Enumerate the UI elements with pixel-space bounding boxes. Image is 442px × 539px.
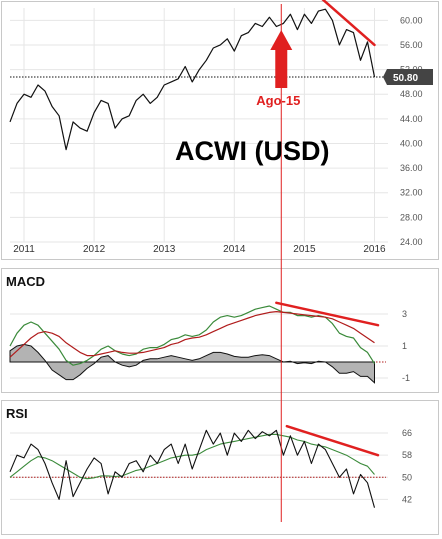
rsi-ytick-label: 42 [402, 494, 412, 504]
macd-histogram-layer [9, 343, 375, 384]
price-line [9, 8, 376, 151]
price-ytick-label: 40.00 [400, 138, 423, 148]
last-value-label: 50.80 [393, 73, 418, 84]
macd-ytick-label: -1 [402, 373, 410, 383]
price-trendline [321, 0, 376, 47]
xtick-label: 2012 [83, 244, 106, 255]
annotation-layer [270, 0, 380, 522]
macd-line [9, 305, 376, 366]
macd-panel-title: MACD [6, 274, 45, 289]
last-value-badge-shape [383, 68, 433, 85]
price-ytick-label: 60.00 [400, 15, 423, 25]
rsi-panel-frame [1, 400, 439, 535]
price-ytick-label: 24.00 [400, 237, 423, 247]
rsi-ytick-label: 50 [402, 472, 412, 482]
xtick-label: 2014 [223, 244, 246, 255]
macd-trendline [275, 301, 380, 327]
macd-ytick-label: 3 [402, 309, 407, 319]
tick-layer: 60.0056.0052.0048.0044.0040.0036.0032.00… [13, 15, 422, 504]
macd-signal-line [9, 311, 375, 358]
macd-histogram [9, 343, 375, 384]
series-layer [9, 8, 376, 508]
xtick-label: 2015 [293, 244, 316, 255]
annotation-arrow [270, 30, 293, 88]
macd-ytick-label: 1 [402, 341, 407, 351]
price-ytick-label: 28.00 [400, 212, 423, 222]
annotation-label: Ago-15 [256, 93, 300, 108]
rsi-trendline [285, 424, 380, 457]
rsi-moving-average-line [9, 433, 375, 480]
xtick-label: 2011 [13, 244, 35, 255]
price-ytick-label: 56.00 [400, 40, 423, 50]
rsi-ytick-label: 66 [402, 428, 412, 438]
xtick-label: 2016 [363, 244, 386, 255]
price-ytick-label: 44.00 [400, 114, 423, 124]
rsi-panel-title: RSI [6, 406, 28, 421]
price-panel-frame [1, 1, 439, 260]
rsi-ytick-label: 58 [402, 450, 412, 460]
rsi-line [9, 429, 376, 508]
price-ytick-label: 36.00 [400, 163, 423, 173]
last-value-badge: 50.80 [383, 68, 433, 85]
price-ytick-label: 32.00 [400, 188, 423, 198]
xtick-label: 2013 [153, 244, 176, 255]
chart-title: ACWI (USD) [175, 136, 329, 166]
price-ytick-label: 48.00 [400, 89, 423, 99]
